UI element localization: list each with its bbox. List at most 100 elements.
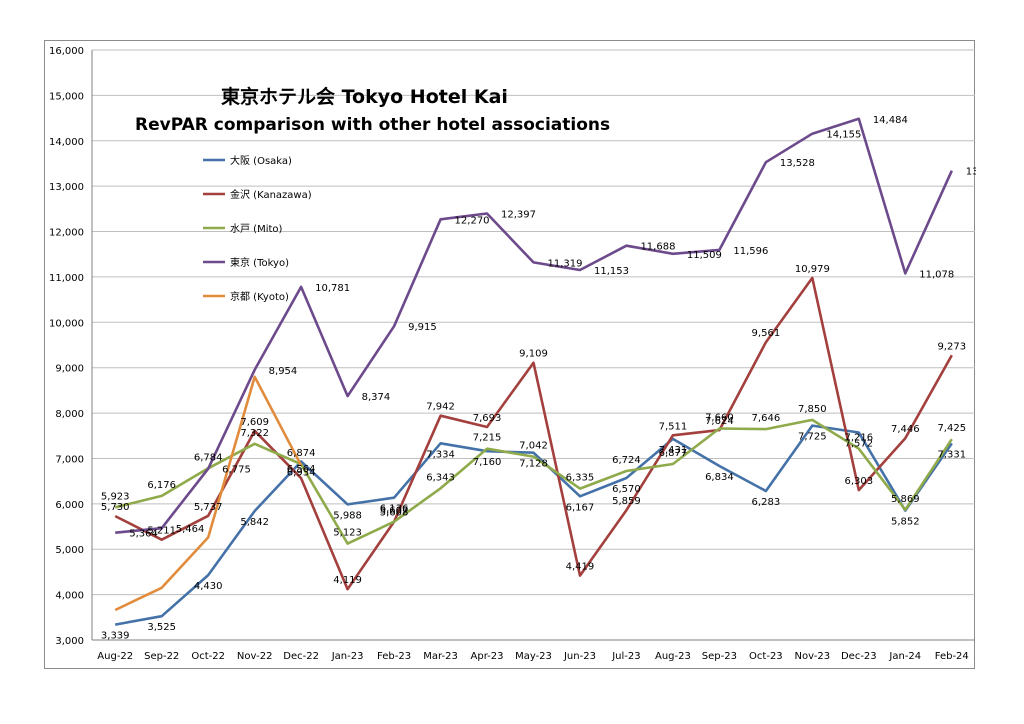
data-label: 13,528 <box>780 158 815 169</box>
data-label: 10,781 <box>315 283 350 294</box>
data-label: 6,874 <box>287 448 316 459</box>
data-label: 9,109 <box>519 349 548 360</box>
data-label: 7,160 <box>473 457 502 468</box>
data-label: 12,270 <box>455 215 490 226</box>
data-label: 5,869 <box>891 494 920 505</box>
data-label: 7,725 <box>798 432 827 443</box>
data-label: 13,340 <box>966 167 976 178</box>
data-label: 5,859 <box>612 496 641 507</box>
data-label: 5,842 <box>240 517 269 528</box>
data-label: 7,624 <box>705 416 734 427</box>
legend-label: 金沢 (Kanazawa) <box>230 188 312 201</box>
data-label: 6,283 <box>752 497 781 508</box>
data-label: 6,167 <box>566 502 595 513</box>
legend-label: 大阪 (Osaka) <box>230 154 292 167</box>
x-axis-ticks: Aug-22 Sep-22 Oct-22 Nov-22 Dec-22 Jan-23 Feb-… <box>97 651 968 662</box>
data-label: 7,850 <box>798 404 827 415</box>
data-label: 3,339 <box>101 631 130 642</box>
data-label: 7,425 <box>937 423 966 434</box>
data-label: 11,596 <box>733 246 768 257</box>
data-label: 7,322 <box>240 428 269 439</box>
x-tick-label: Aug-23 <box>655 651 691 662</box>
data-label: 5,730 <box>101 502 130 513</box>
data-label: 3,525 <box>147 622 176 633</box>
y-tick-label: 16,000 <box>49 46 84 57</box>
data-label: 4,430 <box>194 581 223 592</box>
data-label: 11,319 <box>548 258 583 269</box>
y-tick-label: 12,000 <box>49 228 84 239</box>
legend: 大阪 (Osaka) 金沢 (Kanazawa) 水戸 (Mito) 東京 (Toky… <box>203 154 312 303</box>
chart-frame: 3,000 4,000 5,000 6,000 7,000 8,000 9,000 10,00… <box>44 40 976 669</box>
data-label: 7,446 <box>891 424 920 435</box>
x-tick-label: Jan-23 <box>331 651 364 662</box>
data-label: 6,176 <box>147 480 176 491</box>
grid-lines <box>91 49 975 641</box>
data-label: 5,923 <box>101 491 130 502</box>
data-label: 7,042 <box>519 441 548 452</box>
data-labels: 3,339 3,525 4,430 5,842 6,934 5,988 6,136 7,334… <box>101 115 976 642</box>
data-label: 7,646 <box>752 413 781 424</box>
x-tick-label: Feb-23 <box>377 651 411 662</box>
x-tick-label: Sep-23 <box>702 651 737 662</box>
series-line <box>114 276 953 591</box>
data-label: 8,954 <box>269 366 298 377</box>
data-label: 11,153 <box>594 266 629 277</box>
data-label: 9,273 <box>937 341 966 352</box>
data-label: 7,334 <box>426 449 455 460</box>
data-label: 6,303 <box>844 476 873 487</box>
y-tick-label: 13,000 <box>49 182 84 193</box>
data-label: 7,609 <box>240 417 269 428</box>
data-label: 5,988 <box>333 510 362 521</box>
data-label: 12,397 <box>501 210 536 221</box>
y-tick-label: 5,000 <box>55 545 84 556</box>
data-label: 6,834 <box>705 472 734 483</box>
data-label: 5,852 <box>891 517 920 528</box>
y-axis-ticks: 3,000 4,000 5,000 6,000 7,000 8,000 9,000 10,00… <box>49 46 84 647</box>
x-tick-label: Dec-22 <box>283 651 319 662</box>
x-tick-label: Jun-23 <box>563 651 596 662</box>
series-line <box>114 424 953 626</box>
chart-subtitle: RevPAR comparison with other hotel assoc… <box>135 115 610 135</box>
y-tick-label: 4,000 <box>55 591 84 602</box>
data-label: 11,688 <box>640 242 675 253</box>
data-label: 14,484 <box>873 115 908 126</box>
data-label: 7,128 <box>519 459 548 470</box>
chart-title: 東京ホテル会 Tokyo Hotel Kai <box>221 85 508 108</box>
x-tick-label: May-23 <box>515 651 552 662</box>
y-tick-label: 14,000 <box>49 137 84 148</box>
data-label: 6,877 <box>659 448 688 459</box>
data-label: 7,431 <box>659 445 688 456</box>
data-label: 6,934 <box>287 467 316 478</box>
x-tick-label: Nov-22 <box>237 651 273 662</box>
y-tick-label: 3,000 <box>55 636 84 647</box>
data-label: 6,136 <box>380 504 409 515</box>
data-label: 5,464 <box>176 524 205 535</box>
data-label: 4,419 <box>566 562 595 573</box>
y-tick-label: 7,000 <box>55 454 84 465</box>
data-label: 11,509 <box>687 250 722 261</box>
data-label: 5,123 <box>333 528 362 539</box>
data-label: 6,784 <box>194 452 223 463</box>
data-label: 7,331 <box>937 449 966 460</box>
data-label: 5,607 <box>380 506 409 517</box>
data-label: 7,215 <box>473 433 502 444</box>
data-label: 6,343 <box>426 472 455 483</box>
y-tick-label: 11,000 <box>49 273 84 284</box>
series-line <box>115 117 953 534</box>
x-tick-label: Aug-22 <box>97 651 133 662</box>
x-tick-label: Oct-23 <box>749 651 783 662</box>
x-tick-label: Sep-22 <box>144 651 179 662</box>
x-tick-label: Feb-24 <box>935 651 969 662</box>
data-label: 6,775 <box>222 465 251 476</box>
data-label: 6,335 <box>566 473 595 484</box>
x-tick-label: Apr-23 <box>471 651 504 662</box>
data-label: 7,660 <box>705 413 734 424</box>
data-label: 6,724 <box>612 455 641 466</box>
data-label: 5,211 <box>147 526 176 537</box>
x-tick-label: Nov-23 <box>795 651 831 662</box>
data-label: 6,564 <box>287 464 316 475</box>
y-tick-label: 15,000 <box>49 91 84 102</box>
data-label: 9,561 <box>752 328 781 339</box>
data-label: 7,942 <box>426 402 455 413</box>
y-tick-label: 9,000 <box>55 364 84 375</box>
